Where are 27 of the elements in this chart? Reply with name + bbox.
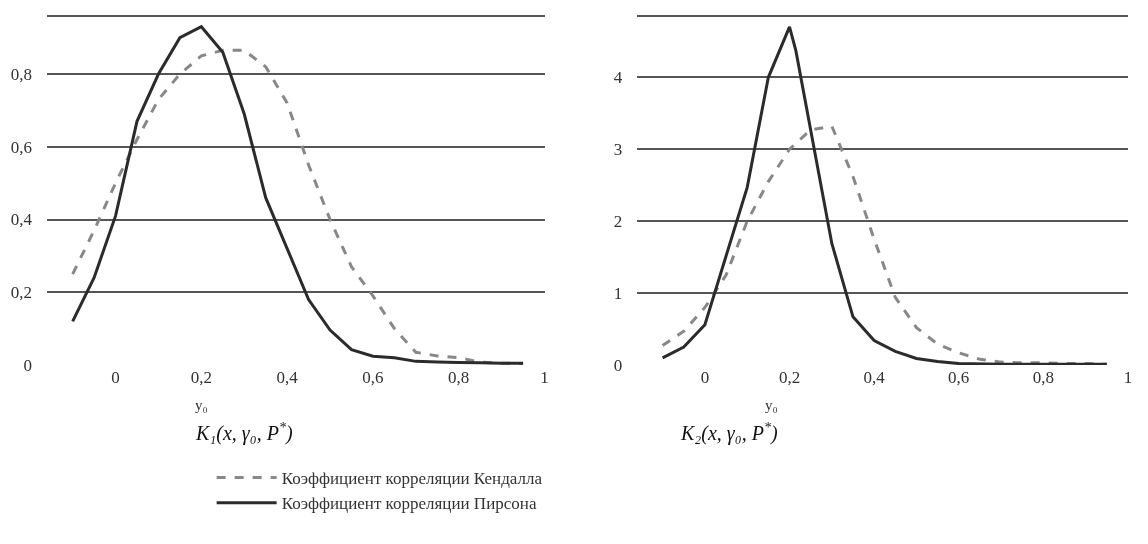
y-tick-label: 4: [613, 68, 623, 88]
legend-label: Коэффициент корреляции Кендалла: [281, 469, 543, 489]
x-tick-label: 0,6: [948, 368, 970, 387]
x-axis-title: y₀: [195, 397, 208, 413]
y-tick-label: 1: [613, 284, 623, 304]
text: K₂(x, γ₀, P$^{*}$): [680, 420, 778, 446]
x-tick-label: 0,8: [448, 368, 470, 387]
x-tick-label: 0,8: [1032, 368, 1054, 387]
y-tick-label: 0,8: [10, 64, 32, 84]
x-tick-label: 0,2: [778, 368, 801, 387]
y-tick-label: 3: [613, 140, 623, 160]
y-tick-label: 2: [613, 212, 623, 232]
x-tick-label: 1: [540, 368, 549, 387]
text: K₁(x, γ₀, P$^{*}$): [195, 420, 293, 446]
x-tick-label: 0,4: [276, 368, 299, 387]
line-series: [661, 25, 1109, 365]
x-tick-label: 0,6: [362, 368, 384, 387]
y-tick-label: 0,2: [10, 283, 32, 303]
legend-label: Коэффициент корреляции Пирсона: [281, 494, 537, 514]
x-tick-label: 0,2: [190, 368, 212, 387]
y-tick-label: 0,6: [10, 137, 32, 157]
x-tick-label: 1: [1123, 368, 1133, 387]
x-tick-label: 0: [111, 368, 120, 387]
x-tick-label: 0,4: [863, 368, 886, 387]
x-axis-title: y₀: [765, 397, 778, 413]
x-tick-label: 0: [700, 368, 710, 387]
y-tick-label: 0,4: [10, 210, 33, 230]
